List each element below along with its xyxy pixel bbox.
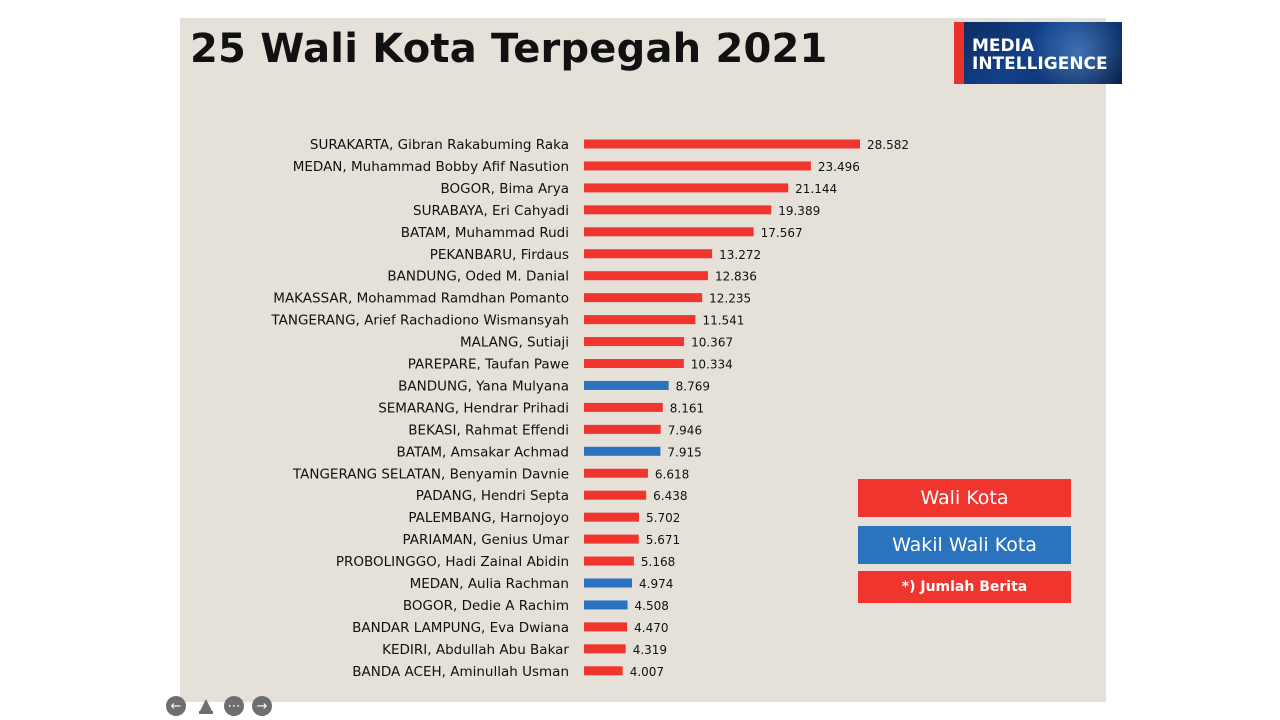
category-label: PAREPARE, Taufan Pawe (408, 357, 569, 373)
category-label: TANGERANG, Arief Rachadiono Wismansyah (270, 313, 569, 329)
value-label: 17.567 (761, 226, 803, 240)
category-label: BATAM, Muhammad Rudi (401, 225, 569, 241)
value-label: 10.334 (691, 358, 733, 372)
logo-stripe (954, 22, 964, 84)
bar-wali-kota (584, 402, 663, 412)
category-label: BANDUNG, Oded M. Danial (387, 269, 569, 285)
pointer-icon[interactable] (196, 696, 216, 716)
category-label: SEMARANG, Hendrar Prihadi (378, 400, 569, 416)
category-label: MALANG, Sutiaji (460, 335, 569, 351)
bar-wali-kota (584, 315, 696, 325)
value-label: 12.836 (715, 270, 757, 284)
category-label: BANDAR LAMPUNG, Eva Dwiana (352, 620, 569, 636)
bar-wali-kota (584, 622, 628, 632)
value-label: 19.389 (778, 204, 820, 218)
bar-wali-kota (584, 183, 789, 193)
bar-wakil-wali-kota (584, 380, 669, 390)
legend-wakil-wali-kota: Wakil Wali Kota (858, 526, 1071, 564)
category-label: BEKASI, Rahmat Effendi (408, 422, 569, 438)
bar-wali-kota (584, 359, 684, 368)
category-label: BATAM, Amsakar Achmad (397, 444, 569, 460)
value-label: 6.438 (653, 489, 687, 503)
bar-wali-kota (584, 161, 811, 171)
media-intelligence-logo: MEDIA INTELLIGENCE (954, 22, 1122, 84)
value-label: 7.946 (668, 423, 702, 437)
bar-wali-kota (584, 337, 685, 347)
category-label: TANGERANG SELATAN, Benyamin Davnie (292, 466, 569, 482)
value-label: 6.618 (655, 467, 689, 481)
value-label: 23.496 (818, 160, 860, 174)
logo-glow (1024, 22, 1122, 84)
bar-wakil-wali-kota (584, 600, 628, 610)
slide-title: 25 Wali Kota Terpegah 2021 (190, 26, 828, 72)
category-label: BOGOR, Bima Arya (441, 181, 569, 197)
category-label: BANDUNG, Yana Mulyana (398, 378, 569, 394)
bar-wali-kota (584, 205, 772, 215)
bar-wali-kota (584, 666, 623, 676)
category-label: MEDAN, Muhammad Bobby Afif Nasution (293, 159, 569, 175)
category-label: MEDAN, Aulia Rachman (410, 576, 569, 592)
bar-wakil-wali-kota (584, 578, 633, 588)
bar-wali-kota (584, 227, 754, 237)
arrow-left-icon[interactable]: ← (166, 696, 186, 716)
value-label: 8.769 (676, 379, 710, 393)
category-label: KEDIRI, Abdullah Abu Bakar (382, 642, 569, 658)
value-label: 5.671 (646, 533, 680, 547)
category-label: PARIAMAN, Genius Umar (403, 532, 570, 548)
value-label: 7.915 (667, 445, 701, 459)
logo-line-2: INTELLIGENCE (972, 54, 1108, 74)
value-label: 21.144 (795, 182, 837, 196)
category-label: BOGOR, Dedie A Rachim (403, 598, 569, 614)
bar-wali-kota (584, 424, 661, 434)
bar-wakil-wali-kota (584, 446, 661, 456)
legend-wali-kota: Wali Kota (858, 479, 1071, 517)
bar-wali-kota (584, 534, 639, 544)
bar-wali-kota (584, 271, 708, 281)
bar-wali-kota (584, 468, 648, 478)
bar-wali-kota (584, 293, 703, 303)
value-label: 4.319 (633, 643, 667, 657)
arrow-right-icon[interactable]: → (252, 696, 272, 716)
category-label: MAKASSAR, Mohammad Ramdhan Pomanto (273, 291, 569, 307)
value-label: 8.161 (670, 401, 704, 415)
value-label: 4.508 (635, 599, 669, 613)
legend-note: *) Jumlah Berita (858, 571, 1071, 603)
value-label: 13.272 (719, 248, 761, 262)
bar-wali-kota (584, 249, 713, 259)
category-label: PALEMBANG, Harnojoyo (408, 510, 569, 526)
category-label: PROBOLINGGO, Hadi Zainal Abidin (336, 554, 569, 570)
value-label: 4.007 (630, 665, 664, 679)
value-label: 10.367 (691, 336, 733, 350)
category-label: BANDA ACEH, Aminullah Usman (352, 664, 569, 680)
more-icon[interactable]: ⋯ (224, 696, 244, 716)
value-label: 12.235 (709, 292, 751, 306)
bar-wali-kota (584, 644, 626, 654)
category-label: PADANG, Hendri Septa (416, 488, 569, 504)
value-label: 11.541 (702, 314, 744, 328)
bar-wali-kota (584, 490, 647, 500)
value-label: 5.702 (646, 511, 680, 525)
value-label: 4.974 (639, 577, 673, 591)
value-label: 5.168 (641, 555, 675, 569)
bar-wali-kota (584, 512, 640, 522)
category-label: SURABAYA, Eri Cahyadi (413, 203, 569, 219)
logo-line-1: MEDIA (972, 36, 1035, 56)
value-label: 28.582 (867, 138, 909, 152)
bar-wali-kota (584, 139, 860, 149)
category-label: SURAKARTA, Gibran Rakabuming Raka (310, 137, 569, 153)
category-label: PEKANBARU, Firdaus (430, 247, 569, 263)
bar-wali-kota (584, 556, 634, 566)
value-label: 4.470 (634, 621, 668, 635)
